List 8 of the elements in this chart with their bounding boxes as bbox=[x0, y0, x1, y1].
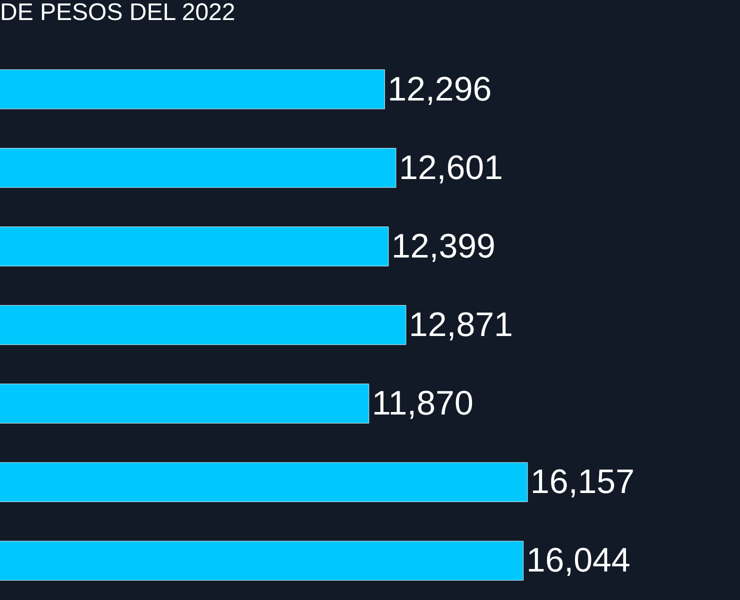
data-label: 12,601 bbox=[398, 148, 503, 187]
data-label: 12,296 bbox=[388, 70, 492, 108]
data-label: 16,157 bbox=[530, 463, 635, 502]
data-label: 12,871 bbox=[408, 306, 513, 344]
data-label: 16,044 bbox=[526, 542, 630, 580]
data-label: 11,870 bbox=[372, 384, 474, 423]
data-label: 12,399 bbox=[391, 227, 496, 266]
chart-title: DE PESOS DEL 2022 bbox=[0, 0, 236, 26]
